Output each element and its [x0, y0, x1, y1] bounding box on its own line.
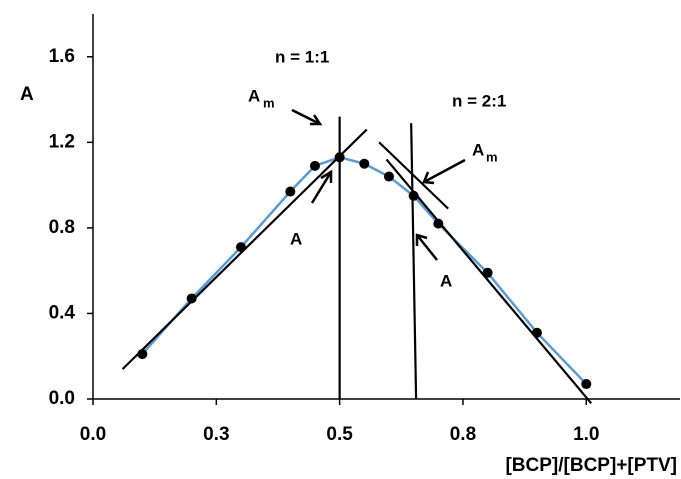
annotation-sub: m — [486, 149, 498, 164]
point — [235, 242, 246, 253]
y-tick-label: 0.0 — [49, 388, 75, 409]
x-tick-label: 0.0 — [80, 424, 106, 445]
point — [186, 293, 197, 304]
y-tick-label: 0.4 — [49, 302, 76, 323]
point — [408, 190, 419, 201]
fit-line — [378, 141, 449, 210]
y-tick-label: 1.6 — [49, 46, 75, 67]
annotation: A — [440, 271, 452, 290]
point — [581, 379, 592, 390]
y-tick-label: 0.8 — [49, 217, 75, 238]
arrows — [291, 108, 466, 261]
annotation: A — [472, 140, 484, 159]
fit-line — [385, 158, 593, 404]
x-tick-label: 0.5 — [326, 424, 353, 445]
annotation: n = 2:1 — [452, 91, 506, 110]
annotation-sub: m — [263, 95, 275, 110]
curve — [141, 156, 588, 385]
point — [531, 327, 542, 338]
point — [334, 152, 345, 163]
point — [433, 218, 444, 229]
x-tick-label: 0.3 — [203, 424, 229, 445]
y-axis-label: A — [20, 84, 34, 105]
point — [383, 171, 394, 182]
point — [482, 267, 493, 278]
point — [359, 158, 370, 169]
x-tick-label: 1.0 — [573, 424, 599, 445]
annotation: A — [248, 86, 260, 105]
x-tick-label: 0.8 — [450, 424, 476, 445]
point — [309, 160, 320, 171]
x-axis-label: [BCP]/[BCP]+[PTV] — [505, 455, 677, 476]
point — [137, 349, 148, 360]
annotation: A — [290, 229, 302, 248]
point — [285, 186, 296, 197]
annotation: n = 1:1 — [275, 47, 329, 66]
y-tick-label: 1.2 — [49, 131, 75, 152]
fit-line — [410, 123, 418, 400]
